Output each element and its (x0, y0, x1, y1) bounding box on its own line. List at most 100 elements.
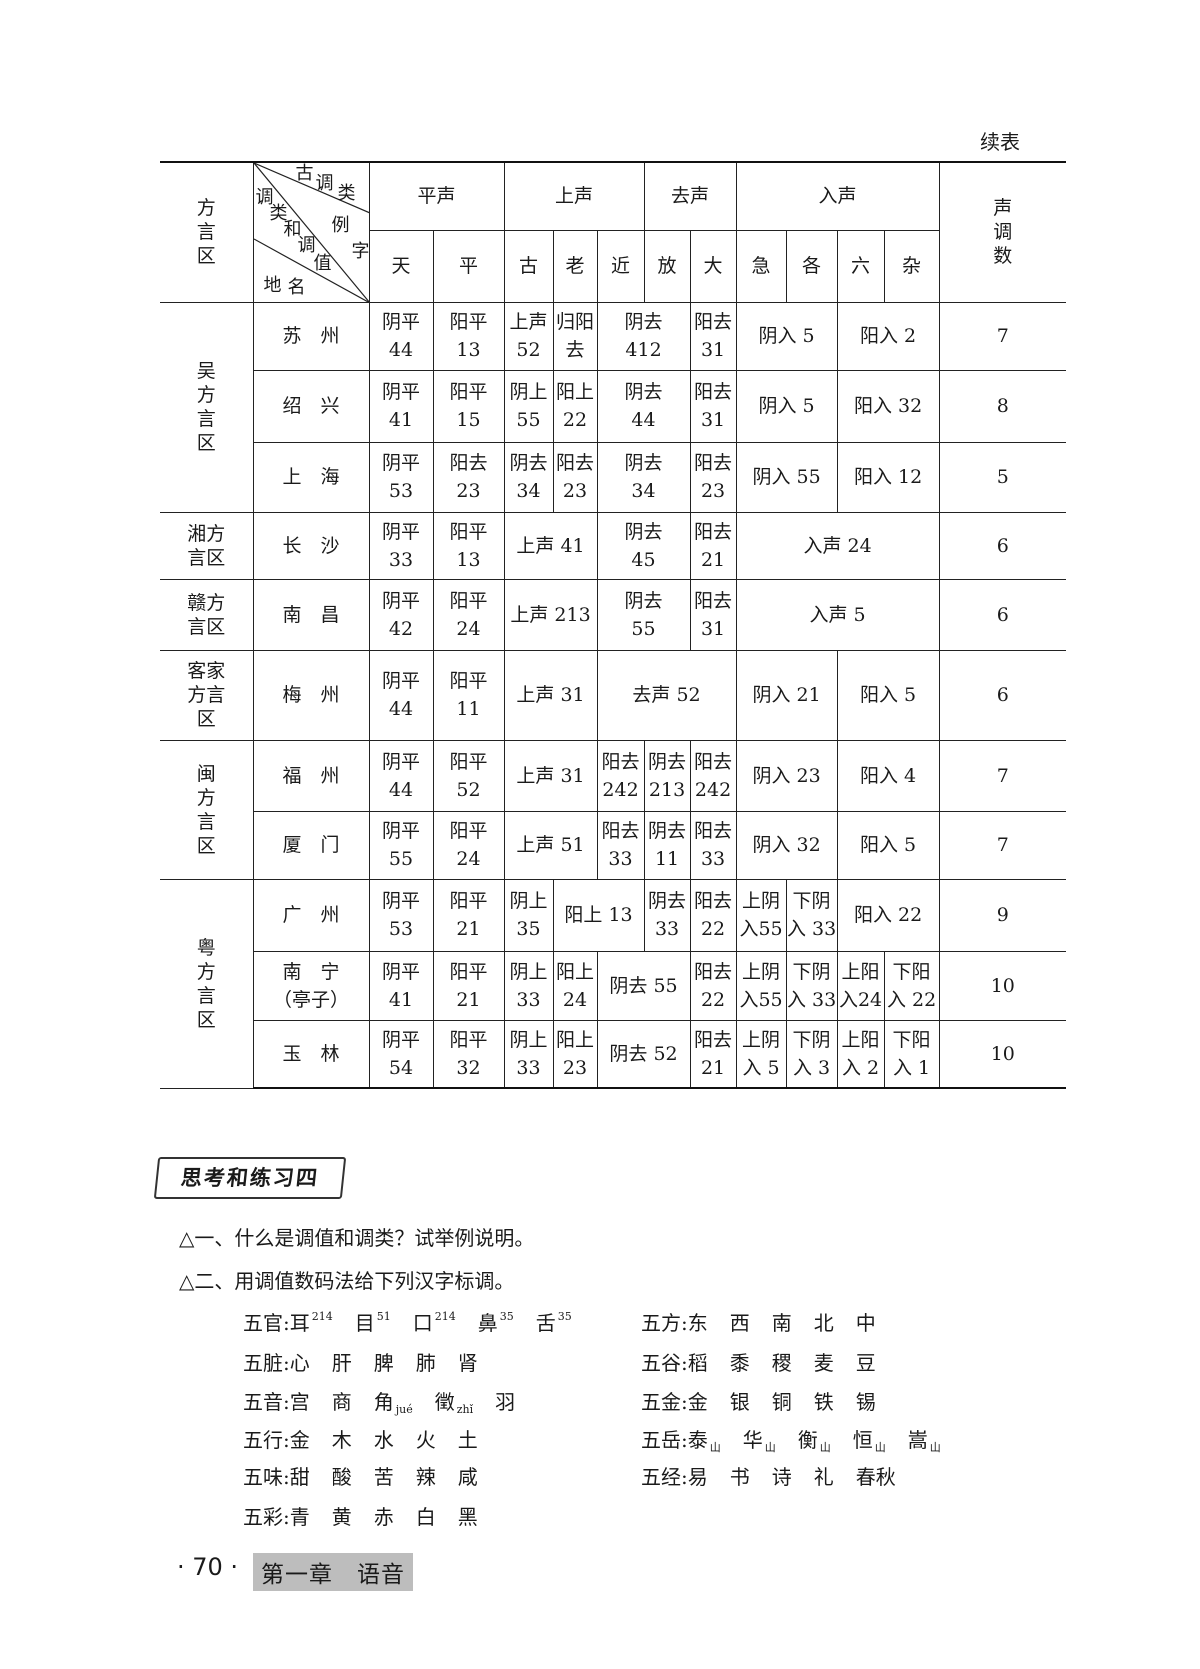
tone-cell: 阴平 44 (368, 649, 434, 741)
char: 书 (729, 1465, 750, 1489)
diagonal-label-middle: 值 (313, 253, 332, 274)
tone-cell-line: 阴去 55 (609, 974, 678, 997)
exercise-char: 白 (416, 1501, 436, 1530)
tone-cell-line: 21 (700, 548, 726, 571)
region-name-line: 区 (196, 1008, 216, 1031)
tone-cell-line: 阴去 (624, 381, 663, 403)
exercise-char: 铜 (772, 1386, 792, 1415)
tone-cell-line: 去声 52 (632, 684, 701, 706)
tone-superscript: 214 (434, 1310, 456, 1323)
tone-cell-line: 阴平 (381, 589, 420, 612)
tone-cell-line: 53 (388, 918, 414, 940)
tone-cell-line: 入 2 (841, 1056, 880, 1079)
tone-cell: 阴去 55 (596, 950, 691, 1021)
tone-cell-line: 入24 (838, 988, 883, 1011)
exercise-char: 肾 (458, 1347, 478, 1376)
char: 金 (289, 1428, 310, 1452)
tone-exercise-line: 五味:甜酸苦辣咸 (243, 1461, 500, 1490)
char: 口 (412, 1311, 433, 1335)
tone-cell-line: 阴去 (648, 750, 687, 773)
char-subscript: zhǐ (456, 1403, 474, 1416)
tone-cell-line: 阳去 (694, 589, 733, 612)
tone-cell-line: 阳去 (601, 750, 640, 773)
example-char: 古 (503, 229, 554, 303)
tone-cell-line: 44 (388, 698, 414, 720)
region-name-line: 吴 (196, 360, 216, 382)
tone-cell: 上阳 入24 (836, 950, 885, 1021)
tone-exercise-line: 五谷:稻黍稷麦豆 (641, 1347, 898, 1376)
tone-cell-line: 阳去 (694, 311, 733, 333)
tone-cell: 阳上 22 (552, 369, 598, 443)
exercise-char: 宫 (290, 1386, 310, 1415)
tone-cell: 阴平 41 (368, 369, 434, 443)
tone-cell-line: 阳平 (449, 589, 488, 612)
tone-cell: 阳去 23 (552, 441, 598, 513)
tone-cell: 阳去 31 (689, 301, 737, 371)
exercise-char: 恒山 (853, 1424, 886, 1455)
tone-cell: 阴平 44 (368, 739, 434, 812)
exercise-char: 诗 (772, 1461, 792, 1490)
place-name: 南 宁 （亭子） (253, 950, 370, 1021)
category-label: 五彩: (243, 1505, 290, 1529)
continued-table-label: 续表 (980, 130, 1020, 154)
tone-count: 6 (938, 649, 1067, 741)
exercise-char: 商 (332, 1386, 352, 1415)
place-label: 长 沙 (282, 534, 340, 557)
tone-exercise-line: 五金:金银铜铁锡 (641, 1386, 898, 1415)
tone-cell-line: 入55 (739, 988, 783, 1011)
char-subscript: 山 (764, 1441, 776, 1454)
tone-cell-line: 上声 213 (510, 603, 591, 626)
exercise-char: 肝 (332, 1347, 352, 1376)
tone-cell-line: 上声 41 (516, 534, 585, 557)
tone-cell: 阴入 5 (735, 369, 838, 443)
exercise-char: 角 jué (374, 1386, 413, 1416)
exercise-char: 木 (332, 1424, 352, 1453)
tone-cell: 阳平 24 (432, 810, 505, 880)
tone-cell: 上声 31 (503, 649, 598, 741)
exercise-char: 辣 (416, 1461, 436, 1490)
tone-cell: 下阳入 22 (883, 950, 940, 1021)
char: 青 (289, 1505, 310, 1529)
region-name-line: 方 (196, 384, 216, 406)
category-label: 五方: (641, 1311, 688, 1335)
example-char: 老 (552, 229, 598, 303)
region-name-line: 客家 (187, 660, 226, 682)
exercise-char: 麦 (814, 1347, 834, 1376)
table-row: 绍 兴 阴平 41 阳平 15 阴上 55 阳上 22 阴去 44 阳去 31 阴入 5 阳入 32 8 (160, 369, 1067, 443)
char: 商 (331, 1390, 352, 1414)
tone-cell: 阴去 34 (503, 441, 554, 513)
tone-cell-line: 54 (388, 1056, 414, 1079)
tone-cell: 阳去 33 (689, 810, 737, 880)
tone-cell: 阳平 11 (432, 649, 505, 741)
char: 木 (331, 1428, 352, 1452)
tone-cell-line: 31 (700, 339, 726, 361)
tone-cell-line: 阴入 55 (752, 466, 821, 488)
tone-exercise-line: 五官:耳 214 目 51 口 214 鼻 35 舌 35 (243, 1307, 594, 1336)
tone-cell: 阴平 53 (368, 878, 434, 952)
table-row: 闽方言区福 州阴平 44 阳平 52 上声 31 阳去 242 阴去 213 阳去 242 阴入 23… (160, 739, 1067, 880)
tone-cell-line: 阴平 (381, 670, 420, 692)
tone-cell-line: 阳平 (449, 820, 488, 842)
tone-cell: 上声 52 (503, 301, 554, 371)
tone-cell-line: 阳平 (449, 520, 488, 543)
char: 角 (373, 1390, 394, 1414)
exercise-char: 赤 (374, 1501, 394, 1530)
exercise-char: 西 (730, 1307, 750, 1336)
diagonal-lines (254, 164, 368, 301)
exercise-char: 北 (814, 1307, 834, 1336)
tone-cell-line: 上阴 (742, 960, 781, 983)
tone-cell: 阳入 5 (836, 649, 940, 741)
tone-cell: 阳入 12 (836, 441, 940, 513)
tone-cell: 阳去 21 (689, 511, 737, 580)
tone-cell-line: 下阳 (892, 960, 931, 983)
dialect-region: 闽方言区 (160, 739, 254, 880)
tone-cell-line: 24 (456, 848, 481, 870)
tone-cell-line: 阳平 (449, 311, 488, 333)
region-name-line: 闽 (196, 762, 216, 785)
example-char: 放 (643, 229, 691, 303)
tone-cell-line: 入声 5 (809, 603, 866, 626)
tone-cell-line: 阳平 (449, 670, 488, 692)
tone-cell-line: 入 33 (786, 918, 837, 940)
tone-cell: 上阳入 2 (836, 1019, 885, 1089)
tone-cell-line: 阳去 (556, 452, 595, 474)
